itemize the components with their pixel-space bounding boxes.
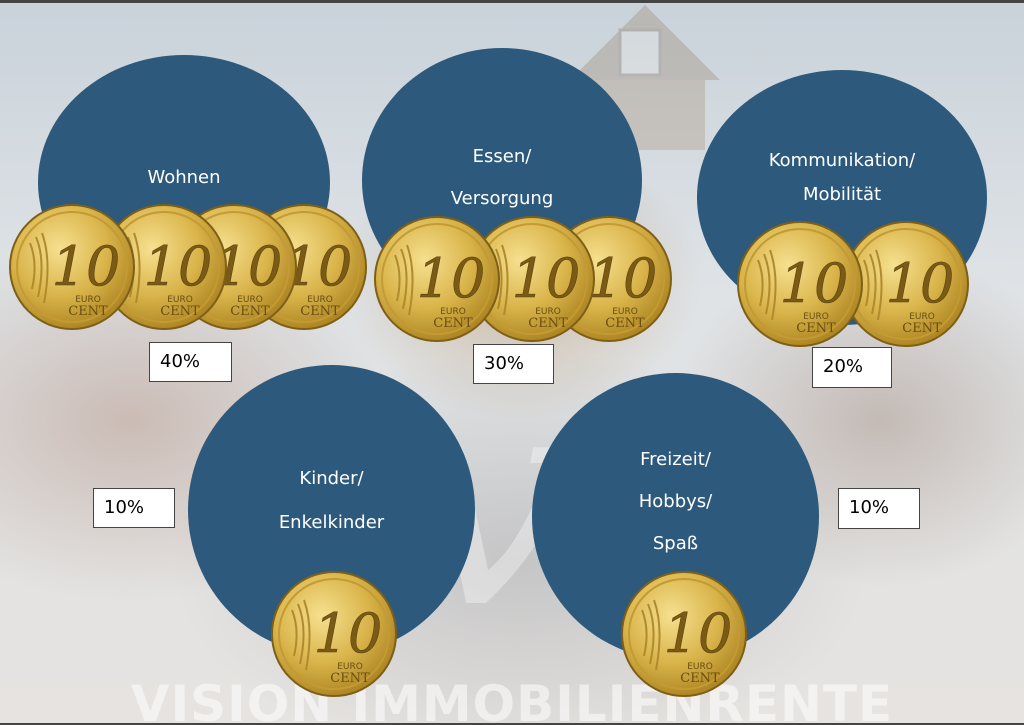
category-label-line: Versorgung	[450, 188, 554, 209]
coin-icon	[8, 203, 136, 331]
coin-icon	[270, 570, 398, 698]
percent-label-kommunikation: 20%	[812, 347, 892, 388]
coin-icon	[736, 220, 864, 348]
category-label-line: Enkelkinder	[278, 512, 385, 533]
category-label-line: Mobilität	[802, 184, 882, 205]
percent-label-freizeit: 10%	[838, 488, 920, 529]
coin-icon	[373, 215, 501, 343]
percent-label-essen: 30%	[473, 344, 554, 384]
category-label-line: Essen/	[472, 146, 532, 167]
category-label-line: Hobbys/	[638, 491, 713, 512]
category-label-line: Kommunikation/	[768, 150, 916, 171]
watermark-text: VISION IMMOBILIENRENTE	[130, 675, 894, 725]
percent-label-wohnen: 40%	[149, 342, 232, 382]
category-label-line: Kinder/	[299, 468, 364, 489]
category-label-line: Freizeit/	[640, 449, 711, 470]
category-label-line: Wohnen	[147, 167, 221, 188]
category-label-line: Spaß	[652, 533, 699, 554]
percent-label-kinder: 10%	[93, 488, 175, 528]
coin-icon	[620, 570, 748, 698]
